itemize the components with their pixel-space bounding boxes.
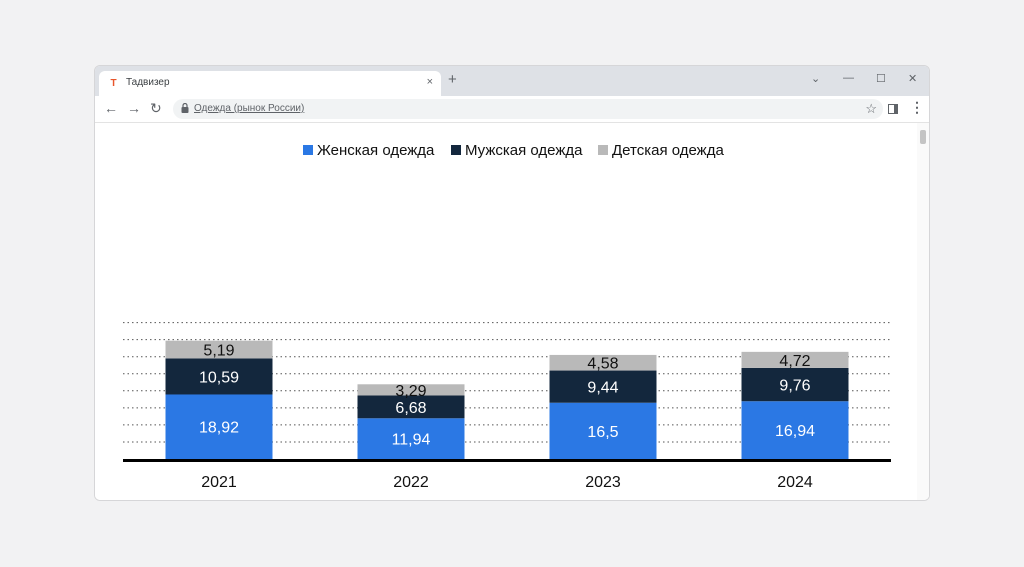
maximize-icon[interactable]: ☐ [876,73,886,85]
vertical-scrollbar[interactable] [917,123,929,500]
legend-swatch [598,145,608,155]
menu-icon[interactable]: ⋮ [910,99,924,115]
data-label: 9,76 [779,378,810,395]
data-label: 16,94 [775,423,815,440]
legend-swatch [451,145,461,155]
data-label: 9,44 [587,380,618,397]
bar-segment [549,402,657,459]
bar-segment [741,401,849,459]
data-label: 5,19 [203,343,234,360]
data-label: 18,92 [199,420,239,437]
browser-tab[interactable]: T Тадвизер × [99,71,441,96]
x-tick-label: 2021 [201,474,237,491]
browser-window: T Тадвизер × + ⌄ — ☐ ✕ ← → ↻ Одежда (рын… [94,65,930,501]
tab-close-icon[interactable]: × [426,76,433,88]
site-favicon-icon: T [107,77,120,90]
new-tab-button[interactable]: + [448,71,457,88]
tab-strip: T Тадвизер × + ⌄ — ☐ ✕ [95,66,929,96]
bar-segment [549,370,657,403]
bar-segment [357,395,465,419]
x-tick-label: 2024 [777,474,813,491]
bar-segment [165,358,273,395]
x-tick-label: 2022 [393,474,429,491]
page-content: Женская одежда Мужская одежда Детская одеж… [95,123,929,500]
data-label: 4,58 [587,356,618,373]
chart-bars [165,340,849,459]
tab-title: Тадвизер [126,77,170,88]
tab-search-icon[interactable]: ⌄ [811,73,821,85]
bar-segment [165,340,273,359]
chart-legend: Женская одежда Мужская одежда Детская одеж… [303,142,724,159]
x-tick-label: 2023 [585,474,621,491]
x-axis-tick-labels: 2021 2022 2023 2024 [201,474,813,491]
lock-icon [181,103,189,113]
legend-label: Мужская одежда [465,142,583,159]
back-icon[interactable]: ← [104,100,118,116]
bar-segment [357,418,465,459]
bar-segment [741,351,849,368]
legend-label: Детская одежда [612,142,724,159]
minimize-icon[interactable]: — [843,72,854,84]
stacked-bar-chart: Женская одежда Мужская одежда Детская одеж… [123,142,891,491]
data-label: 11,94 [392,432,431,449]
data-label: 6,68 [395,400,426,417]
forward-icon[interactable]: → [127,100,141,116]
bar-segment [741,367,849,402]
reload-icon[interactable]: ↻ [150,100,162,116]
data-label: 4,72 [779,353,810,370]
close-window-icon[interactable]: ✕ [908,73,918,85]
url-text: Одежда (рынок России) [194,103,305,114]
data-label: 16,5 [587,424,618,441]
scrollbar-thumb[interactable] [920,130,926,144]
legend-label: Женская одежда [317,142,435,159]
data-label: 3,29 [395,383,426,400]
bar-segment [165,394,273,459]
data-label: 10,59 [199,369,239,386]
bar-segment [357,384,465,396]
side-panel-icon[interactable] [888,104,898,114]
legend-swatch [303,145,313,155]
address-bar[interactable]: Одежда (рынок России) ☆ [173,99,883,119]
bar-segment [549,354,657,371]
browser-toolbar: ← → ↻ Одежда (рынок России) ☆ ⋮ [95,96,929,123]
bookmark-star-icon[interactable]: ☆ [865,101,877,116]
chart-data-labels: 18,92 10,59 5,19 11,94 6,683,29 16,5 9,44 4,58 1… [199,343,815,449]
